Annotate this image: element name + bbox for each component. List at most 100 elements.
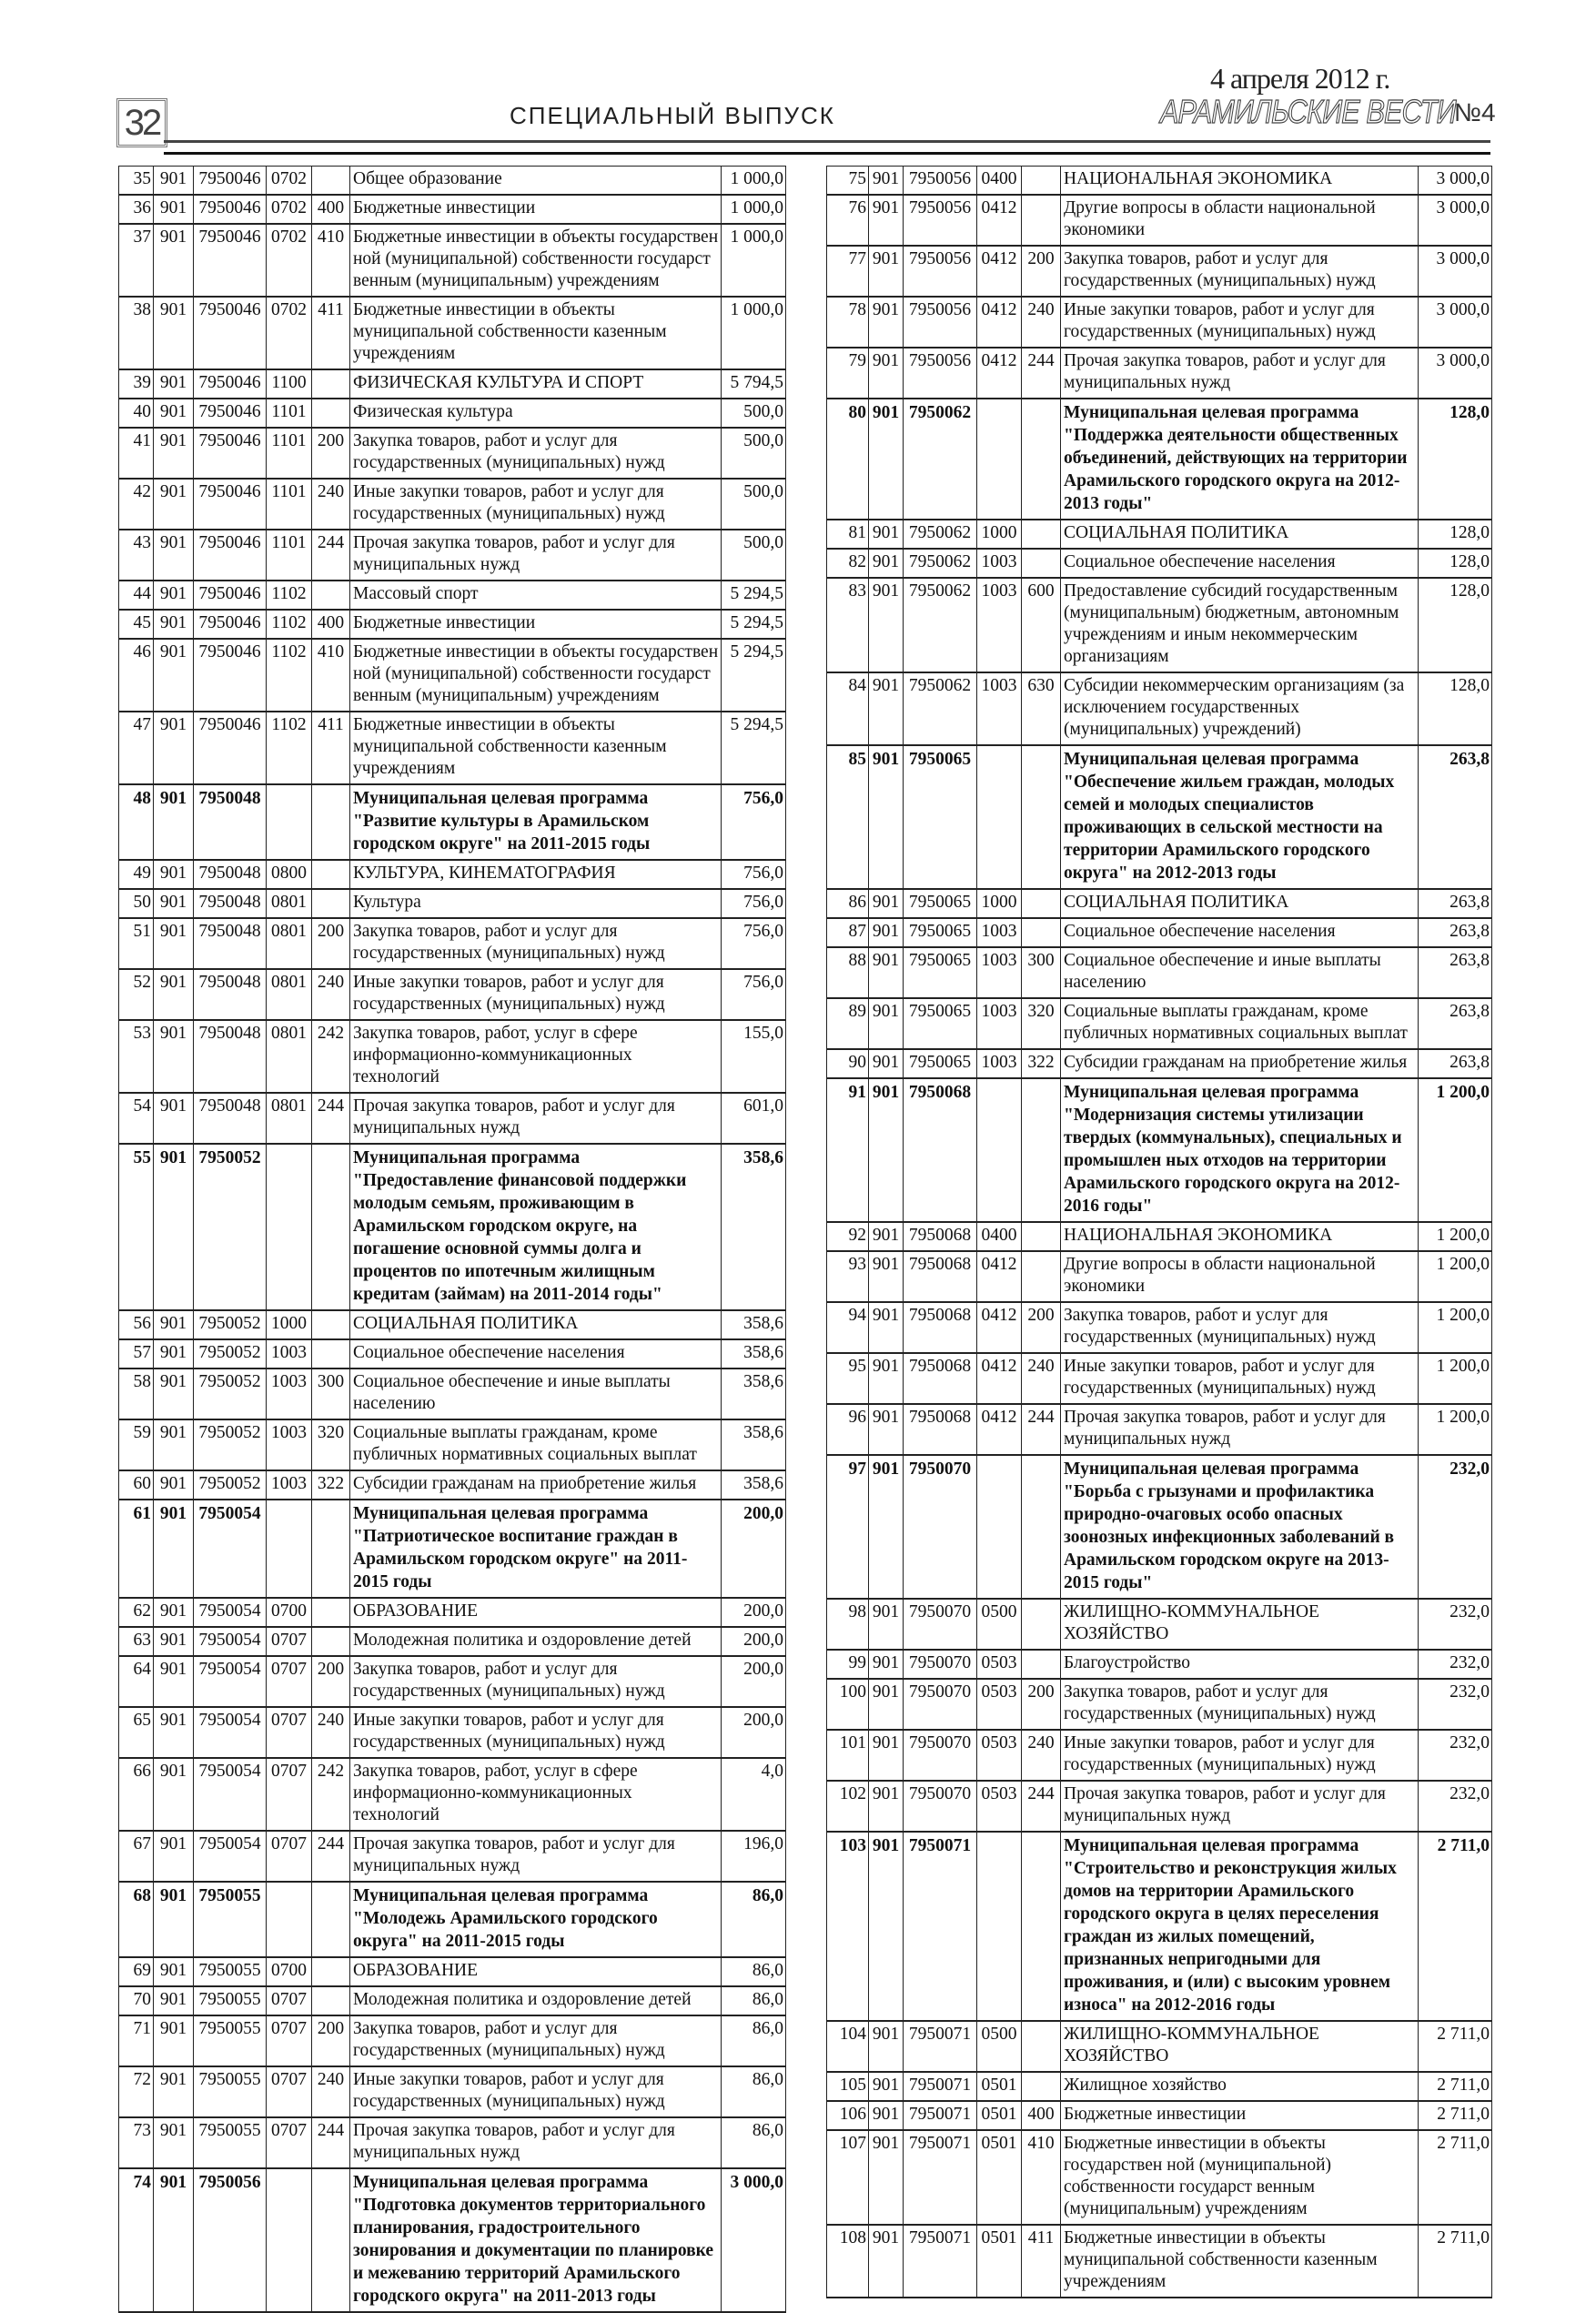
target-item-code-cell: 7950046	[193, 427, 267, 480]
target-item-code-cell: 7950065	[903, 997, 977, 1050]
row-number-cell: 62	[118, 1597, 154, 1628]
row-number-cell: 42	[118, 478, 154, 530]
expense-type-code-cell: 244	[311, 1830, 350, 1883]
section-code-cell: 1003	[266, 1368, 312, 1420]
description-cell: Муниципальная целевая программа "Обеспеч…	[1060, 744, 1419, 890]
section-code-cell: 1000	[976, 519, 1022, 550]
expense-type-code-cell: 200	[1021, 245, 1061, 298]
table-row: 63 901 7950054 0707 Молодежная политика и оз…	[118, 1626, 786, 1657]
description-cell: Социальное обеспечение населения	[1060, 917, 1419, 948]
row-number-cell: 80	[826, 398, 869, 520]
row-number-cell: 86	[826, 888, 869, 919]
section-code-cell: 0412	[976, 1250, 1022, 1303]
department-code-cell: 901	[868, 672, 904, 746]
row-number-cell: 98	[826, 1598, 869, 1651]
department-code-cell: 901	[153, 917, 194, 970]
row-number-cell: 46	[118, 638, 154, 712]
section-code-cell	[266, 1499, 312, 1599]
row-number-cell: 97	[826, 1454, 869, 1600]
expense-type-code-cell: 240	[311, 968, 350, 1021]
table-row: 99 901 7950070 0503 Благоустройство 232,0	[826, 1649, 1492, 1680]
expense-type-code-cell	[1021, 888, 1061, 919]
target-item-code-cell: 7950070	[903, 1598, 977, 1651]
department-code-cell: 901	[153, 194, 194, 225]
section-code-cell: 1003	[976, 577, 1022, 673]
table-row: 71 901 7950055 0707 200 Закупка товаров, рабо…	[118, 2015, 786, 2067]
expense-type-code-cell	[1021, 1649, 1061, 1680]
amount-cell: 128,0	[1418, 398, 1492, 520]
expense-type-code-cell: 244	[311, 1092, 350, 1145]
expense-type-code-cell: 200	[311, 427, 350, 480]
row-number-cell: 79	[826, 347, 869, 399]
description-cell: НАЦИОНАЛЬНАЯ ЭКОНОМИКА	[1060, 166, 1419, 196]
table-row: 65 901 7950054 0707 240 Иные закупки товаров,…	[118, 1706, 786, 1759]
row-number-cell: 103	[826, 1831, 869, 2022]
description-cell: ФИЗИЧЕСКАЯ КУЛЬТУРА И СПОРТ	[349, 369, 722, 399]
row-number-cell: 74	[118, 2167, 154, 2313]
section-code-cell: 0801	[266, 888, 312, 919]
amount-cell: 3 000,0	[1418, 296, 1492, 348]
description-cell: ОБРАЗОВАНИЕ	[349, 1956, 722, 1987]
expense-type-code-cell: 600	[1021, 577, 1061, 673]
target-item-code-cell: 7950068	[903, 1403, 977, 1456]
description-cell: Социальное обеспечение населения	[349, 1338, 722, 1369]
target-item-code-cell: 7950048	[193, 917, 267, 970]
target-item-code-cell: 7950062	[903, 548, 977, 579]
section-code-cell: 0503	[976, 1780, 1022, 1833]
row-number-cell: 66	[118, 1757, 154, 1832]
target-item-code-cell: 7950068	[903, 1077, 977, 1223]
row-number-cell: 105	[826, 2071, 869, 2102]
table-row: 45 901 7950046 1102 400 Бюджетные инвестиции 5…	[118, 609, 786, 640]
target-item-code-cell: 7950046	[193, 638, 267, 712]
table-row: 91 901 7950068 Муниципальная целевая програ…	[826, 1077, 1492, 1223]
department-code-cell: 901	[868, 296, 904, 348]
table-row: 92 901 7950068 0400 НАЦИОНАЛЬНАЯ ЭКОНОМИКА 1 …	[826, 1221, 1492, 1252]
expense-type-code-cell	[1021, 1077, 1061, 1223]
expense-type-code-cell	[1021, 1598, 1061, 1651]
target-item-code-cell: 7950046	[193, 529, 267, 581]
row-number-cell: 92	[826, 1221, 869, 1252]
description-cell: Бюджетные инвестиции в объекты муниципал…	[349, 296, 722, 370]
table-row: 51 901 7950048 0801 200 Закупка товаров, рабо…	[118, 917, 786, 970]
row-number-cell: 75	[826, 166, 869, 196]
section-code-cell: 1003	[266, 1338, 312, 1369]
table-row: 59 901 7950052 1003 320 Социальные выплаты гр…	[118, 1419, 786, 1471]
description-cell: ЖИЛИЩНО-КОММУНАЛЬНОЕ ХОЗЯЙСТВО	[1060, 1598, 1419, 1651]
amount-cell: 1 200,0	[1418, 1250, 1492, 1303]
amount-cell: 232,0	[1418, 1729, 1492, 1782]
department-code-cell: 901	[153, 427, 194, 480]
department-code-cell: 901	[153, 1830, 194, 1883]
target-item-code-cell: 7950054	[193, 1830, 267, 1883]
description-cell: Социальное обеспечение и иные выплаты на…	[1060, 946, 1419, 999]
department-code-cell: 901	[153, 1956, 194, 1987]
amount-cell: 358,6	[721, 1309, 786, 1340]
issue-number: №4	[1454, 98, 1496, 126]
department-code-cell: 901	[868, 519, 904, 550]
amount-cell: 200,0	[721, 1499, 786, 1599]
amount-cell: 232,0	[1418, 1649, 1492, 1680]
row-number-cell: 72	[118, 2066, 154, 2118]
department-code-cell: 901	[153, 369, 194, 399]
table-row: 108 901 7950071 0501 411 Бюджетные инвестиции…	[826, 2224, 1492, 2298]
table-row: 89 901 7950065 1003 320 Социальные выплаты гр…	[826, 997, 1492, 1050]
row-number-cell: 60	[118, 1470, 154, 1500]
target-item-code-cell: 7950046	[193, 296, 267, 370]
section-code-cell: 1003	[976, 997, 1022, 1050]
row-number-cell: 35	[118, 166, 154, 196]
description-cell: Муниципальная целевая программа "Молодеж…	[349, 1881, 722, 1958]
row-number-cell: 41	[118, 427, 154, 480]
row-number-cell: 73	[118, 2116, 154, 2169]
description-cell: Иные закупки товаров, работ и услуг для …	[1060, 296, 1419, 348]
row-number-cell: 57	[118, 1338, 154, 1369]
section-code-cell: 0700	[266, 1956, 312, 1987]
target-item-code-cell: 7950048	[193, 968, 267, 1021]
section-code-cell: 0702	[266, 296, 312, 370]
expense-type-code-cell	[1021, 194, 1061, 247]
department-code-cell: 901	[153, 1019, 194, 1094]
department-code-cell: 901	[153, 2167, 194, 2313]
section-code-cell: 0707	[266, 1757, 312, 1832]
table-row: 41 901 7950046 1101 200 Закупка товаров, рабо…	[118, 427, 786, 480]
row-number-cell: 71	[118, 2015, 154, 2067]
description-cell: Закупка товаров, работ и услуг для госуд…	[1060, 245, 1419, 298]
section-code-cell: 1101	[266, 478, 312, 530]
